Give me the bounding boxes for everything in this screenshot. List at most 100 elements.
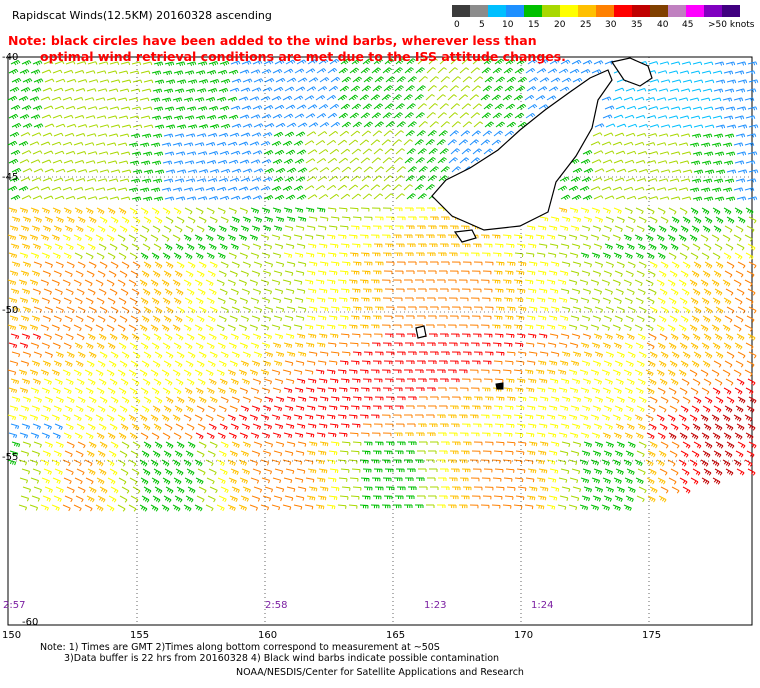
wind-barb — [273, 131, 284, 138]
wind-barb — [197, 468, 206, 476]
wind-barb — [538, 104, 549, 110]
wind-barb — [63, 297, 72, 305]
wind-barb — [229, 270, 238, 277]
wind-barb — [579, 185, 590, 192]
wind-barb — [295, 131, 306, 137]
wind-barb — [262, 225, 272, 232]
wind-barb — [33, 306, 42, 313]
wind-barb — [678, 414, 687, 422]
wind-barb — [561, 486, 571, 492]
wind-barb — [141, 495, 150, 503]
wind-barb — [262, 450, 272, 457]
wind-barb — [43, 60, 54, 65]
wind-barb — [514, 477, 524, 482]
wind-barb — [604, 468, 613, 475]
wind-barb — [527, 243, 537, 249]
wind-barb — [404, 459, 413, 463]
wind-barb — [173, 387, 182, 395]
wind-barb — [63, 252, 72, 260]
wind-barb — [715, 396, 724, 404]
wind-barb — [481, 387, 491, 392]
wind-barb — [272, 477, 282, 484]
wind-barb — [704, 396, 713, 404]
wind-barb — [306, 360, 316, 366]
wind-barb — [392, 504, 402, 509]
wind-barb — [493, 495, 503, 500]
wind-barb — [461, 103, 471, 110]
wind-barb — [428, 270, 437, 274]
wind-barb — [462, 351, 472, 356]
wind-barb — [150, 97, 161, 103]
wind-barb — [216, 141, 227, 147]
wind-barb — [205, 234, 214, 242]
wind-barb — [165, 261, 174, 269]
wind-barb — [568, 414, 578, 421]
wind-barb — [634, 324, 643, 332]
wind-barb — [175, 468, 184, 476]
wind-barb — [339, 360, 349, 365]
wind-barb — [714, 151, 725, 157]
wind-barb — [636, 225, 645, 233]
wind-barb — [261, 387, 271, 394]
wind-barb — [616, 168, 627, 173]
wind-barb — [205, 187, 216, 192]
wind-barb — [242, 396, 251, 403]
wind-barb — [659, 333, 668, 341]
wind-barb — [53, 315, 62, 323]
wind-barb — [10, 243, 20, 250]
wind-barb — [140, 207, 149, 215]
wind-barb — [593, 195, 604, 200]
wind-barb — [74, 70, 85, 74]
wind-barb — [526, 225, 536, 231]
wind-barb — [52, 387, 61, 394]
wind-barb — [667, 97, 678, 101]
wind-barb — [195, 160, 206, 165]
wind-barb — [448, 157, 458, 164]
wind-barb — [613, 114, 624, 119]
wind-barb — [339, 85, 350, 92]
wind-barb — [638, 351, 647, 359]
wind-barb — [602, 342, 611, 349]
wind-barb — [561, 306, 571, 312]
wind-barb — [250, 342, 260, 349]
wind-barb — [130, 450, 139, 458]
wind-barb — [230, 468, 239, 475]
wind-barb — [714, 106, 725, 111]
wind-barb — [9, 225, 19, 232]
wind-barb — [481, 432, 491, 437]
wind-barb — [118, 160, 129, 165]
wind-barb — [733, 324, 742, 332]
wind-barb — [19, 387, 29, 394]
wind-barb — [51, 504, 60, 511]
wind-barb — [734, 160, 745, 165]
wind-barb — [196, 88, 207, 93]
wind-barb — [209, 169, 220, 174]
wind-barb — [506, 306, 516, 311]
wind-barb — [162, 207, 171, 215]
wind-barb — [110, 486, 119, 494]
wind-barb — [725, 378, 734, 386]
wind-barb — [328, 405, 338, 411]
wind-barb — [230, 150, 241, 155]
wind-barb — [647, 495, 656, 503]
wind-barb — [625, 315, 634, 323]
wind-barb — [613, 252, 622, 259]
wind-barb — [228, 252, 237, 259]
wind-barb — [550, 441, 560, 447]
wind-barb — [616, 306, 625, 313]
wind-barb — [350, 315, 360, 320]
wind-barb — [418, 76, 428, 83]
wind-barb — [242, 351, 251, 358]
wind-barb — [240, 360, 249, 367]
wind-barb — [591, 297, 601, 304]
wind-barb — [393, 432, 403, 437]
wind-barb — [473, 486, 483, 491]
wind-barb — [196, 495, 205, 503]
wind-barb — [480, 279, 490, 284]
wind-barb — [382, 252, 392, 257]
wind-barb — [670, 243, 679, 251]
wind-barb — [295, 450, 305, 456]
wind-barb — [703, 378, 712, 386]
wind-barb — [141, 270, 150, 278]
